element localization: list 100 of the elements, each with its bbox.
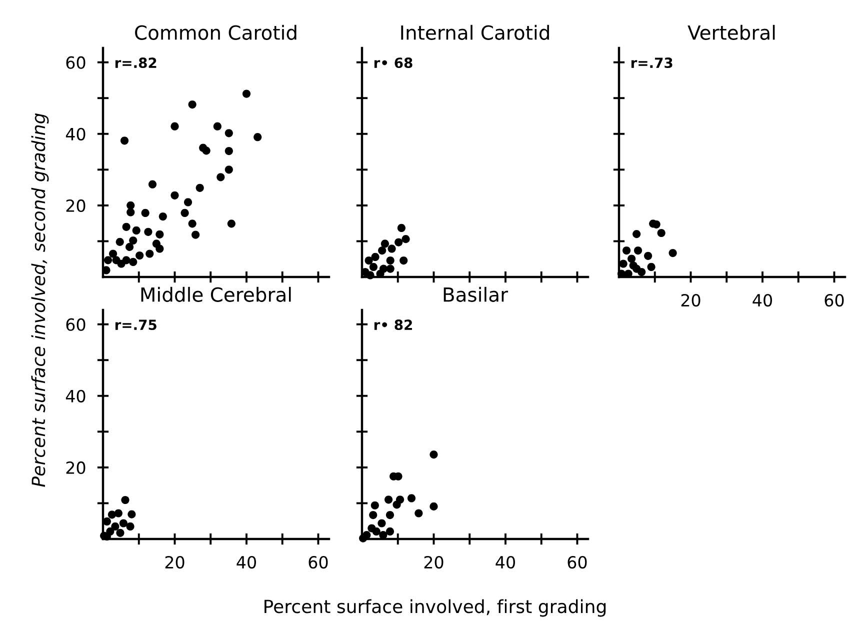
point [108,510,116,519]
point [632,230,641,238]
y-tick-label: 20 [66,461,86,474]
point [634,246,642,255]
point [619,260,628,268]
point [180,208,189,217]
point [386,264,394,273]
point [397,224,406,232]
point [378,246,386,255]
point [628,254,636,263]
point [622,246,631,255]
point [386,527,394,536]
point [430,502,438,510]
point [125,242,134,251]
point [407,494,416,502]
x-tick-label: 60 [568,556,587,569]
point [657,228,666,238]
point [170,191,179,200]
point [369,510,378,520]
y-tick-label: 20 [66,199,86,212]
point [192,230,200,239]
point [202,146,210,155]
x-tick-label: 60 [824,294,844,307]
point [116,238,124,246]
point [213,122,222,130]
chart-title: Internal Carotid [401,24,549,40]
chart-title: Middle Cerebral [141,286,291,302]
point [148,180,157,188]
point [128,510,136,518]
point [388,244,396,253]
point [126,201,135,210]
x-axis-title: Percent surface involved, first grading [264,599,606,617]
point [371,252,380,262]
point [392,500,401,509]
point [141,208,150,217]
point [116,528,124,537]
point [129,236,138,245]
point [364,256,373,265]
x-tick-label: 40 [752,294,772,307]
y-tick-label: 40 [66,128,86,140]
chart-title: Basilar [444,286,508,302]
point [414,509,423,518]
point [104,256,112,264]
point [224,166,233,174]
point [111,522,120,531]
y-tick-label: 60 [66,318,86,331]
point [144,228,152,236]
point [359,534,368,542]
point [158,212,167,221]
point [370,501,379,510]
point [108,250,118,258]
annotation: r=.73 [631,58,672,68]
point [188,220,196,228]
point [372,527,380,536]
point [129,258,138,266]
y-tick-label: 60 [66,56,86,69]
point [644,252,652,260]
point [378,519,386,528]
point [132,226,140,235]
annotation: r=.82 [115,58,156,68]
x-tick-label: 20 [165,556,184,569]
annotation: r=.75 [115,320,156,330]
point [242,90,251,98]
y-axis-title: Percent surface involved, second grading [31,113,49,487]
point [188,100,196,109]
point [136,251,144,260]
point [119,519,128,528]
point [369,262,378,272]
point [146,250,154,258]
annotation: r• 68 [374,58,412,68]
point [394,238,403,246]
point [184,198,192,206]
y-tick-label: 40 [66,390,86,402]
point [224,129,233,138]
chart-title: Vertebral [688,24,775,40]
x-tick-label: 40 [236,556,256,569]
point [156,230,164,238]
point [196,184,204,192]
point [227,220,236,228]
point [402,235,410,244]
point [668,248,677,258]
x-tick-label: 20 [424,556,444,569]
point [156,244,164,253]
point [126,208,135,216]
x-tick-label: 60 [308,556,328,569]
chart-title: Common Carotid [135,24,296,40]
point [430,450,438,459]
point [380,240,390,248]
point [384,496,393,504]
point [120,136,129,145]
point [224,147,233,156]
point [629,262,638,270]
point [170,122,179,130]
point [121,496,130,504]
x-tick-label: 20 [681,294,700,307]
point [638,268,646,276]
point [386,510,394,520]
point [216,173,225,182]
point [386,256,394,265]
point [254,133,262,142]
